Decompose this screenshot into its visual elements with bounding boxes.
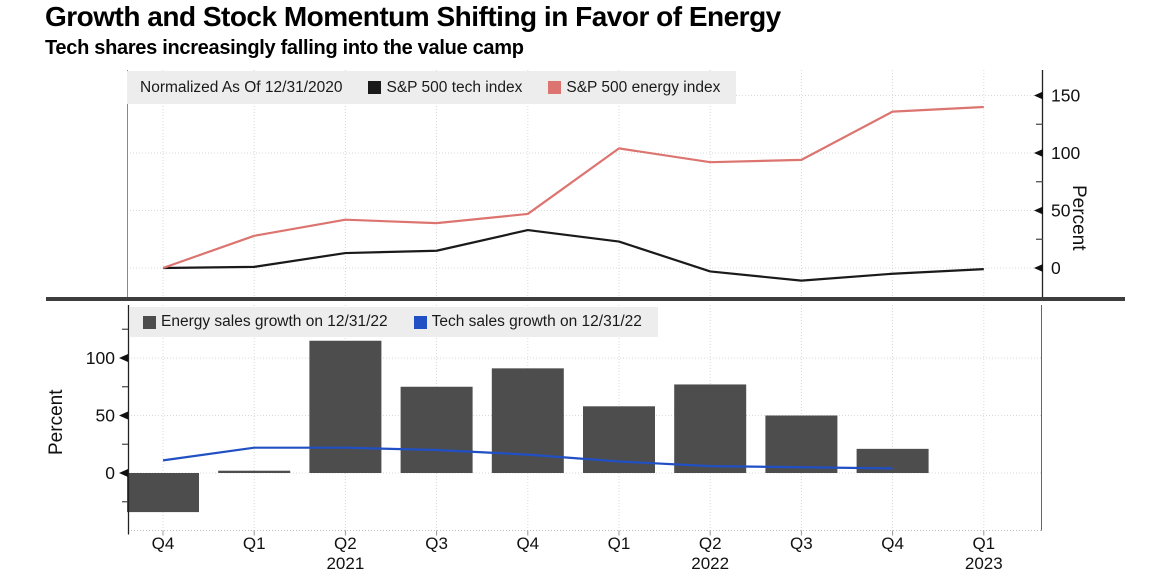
x-tick-label: Q3 (790, 534, 813, 553)
legend-label-energy-sales: Energy sales growth on 12/31/22 (161, 313, 388, 330)
legend-note: Normalized As Of 12/31/2020 (140, 78, 343, 96)
svg-text:100: 100 (86, 348, 115, 368)
svg-text:0: 0 (105, 463, 115, 483)
top-series-0 (162, 228, 984, 282)
bottom-legend: Energy sales growth on 12/31/22 Tech sal… (130, 307, 658, 337)
x-tick-label: Q4 (516, 534, 540, 553)
tech-index-swatch-icon (368, 81, 382, 94)
x-year-label: 2022 (691, 554, 730, 573)
x-year-label: 2021 (326, 554, 365, 573)
top-line-chart: 0 50 100 150 (127, 70, 1080, 298)
chart-subtitle: Tech shares increasingly falling into th… (45, 37, 524, 59)
bottom-left-axis: 0 50 100 (86, 328, 128, 503)
bar-q3-2021 (400, 386, 473, 473)
x-tick-label: Q2 (334, 534, 357, 553)
bar-q3-2022 (765, 415, 838, 473)
energy-sales-bars (127, 340, 929, 513)
bar-q2-2022 (674, 384, 747, 473)
bar-q4-2020 (127, 473, 199, 513)
tech-sales-swatch-icon (413, 315, 427, 329)
svg-text:50: 50 (96, 406, 116, 426)
x-tick-label: Q1 (972, 534, 996, 553)
top-legend: Normalized As Of 12/31/2020 S&P 500 tech… (127, 71, 737, 104)
svg-text:0: 0 (1051, 258, 1061, 278)
top-series-1 (162, 105, 984, 270)
top-y-axis-title: Percent (1068, 185, 1089, 251)
svg-text:50: 50 (1051, 201, 1071, 221)
legend-item-energy-sales: Energy sales growth on 12/31/22 (143, 313, 388, 331)
bottom-y-axis-title: Percent (46, 389, 67, 455)
legend-item-energy-index: S&P 500 energy index (548, 79, 720, 97)
tech-sales-line (162, 446, 893, 470)
legend-item-tech-sales: Tech sales growth on 12/31/22 (413, 313, 642, 331)
svg-text:150: 150 (1051, 86, 1080, 106)
top-right-axis: 0 50 100 150 (1034, 86, 1080, 278)
energy-index-swatch-icon (548, 81, 562, 94)
bar-q2-2021 (309, 340, 382, 473)
x-year-label: 2023 (964, 554, 1003, 573)
legend-label-tech-index: S&P 500 tech index (386, 78, 523, 96)
legend-item-tech-index: S&P 500 tech index (368, 79, 522, 97)
legend-label-tech-sales: Tech sales growth on 12/31/22 (431, 313, 642, 330)
chart-title: Growth and Stock Momentum Shifting in Fa… (45, 1, 781, 32)
x-tick-label: Q1 (607, 534, 631, 553)
panel-divider (46, 297, 1125, 301)
x-tick-label: Q2 (698, 534, 722, 553)
x-tick-label: Q1 (242, 534, 266, 553)
top-grid (127, 70, 1043, 298)
x-axis-labels: Q4 Q1 Q2 Q3 Q4 Q1 Q2 Q3 Q4 Q1 2021 2022 2023 (0, 534, 1170, 574)
x-tick-label: Q4 (881, 534, 904, 553)
bar-q4-2022 (856, 448, 929, 473)
svg-text:100: 100 (1051, 143, 1080, 163)
x-tick-label: Q4 (151, 534, 175, 553)
energy-sales-swatch-icon (143, 315, 156, 329)
x-tick-label: Q3 (425, 534, 448, 553)
legend-label-energy-index: S&P 500 energy index (566, 78, 721, 96)
bar-q1-2021 (218, 470, 291, 473)
bottom-bar-chart: 0 50 100 (86, 305, 1042, 536)
